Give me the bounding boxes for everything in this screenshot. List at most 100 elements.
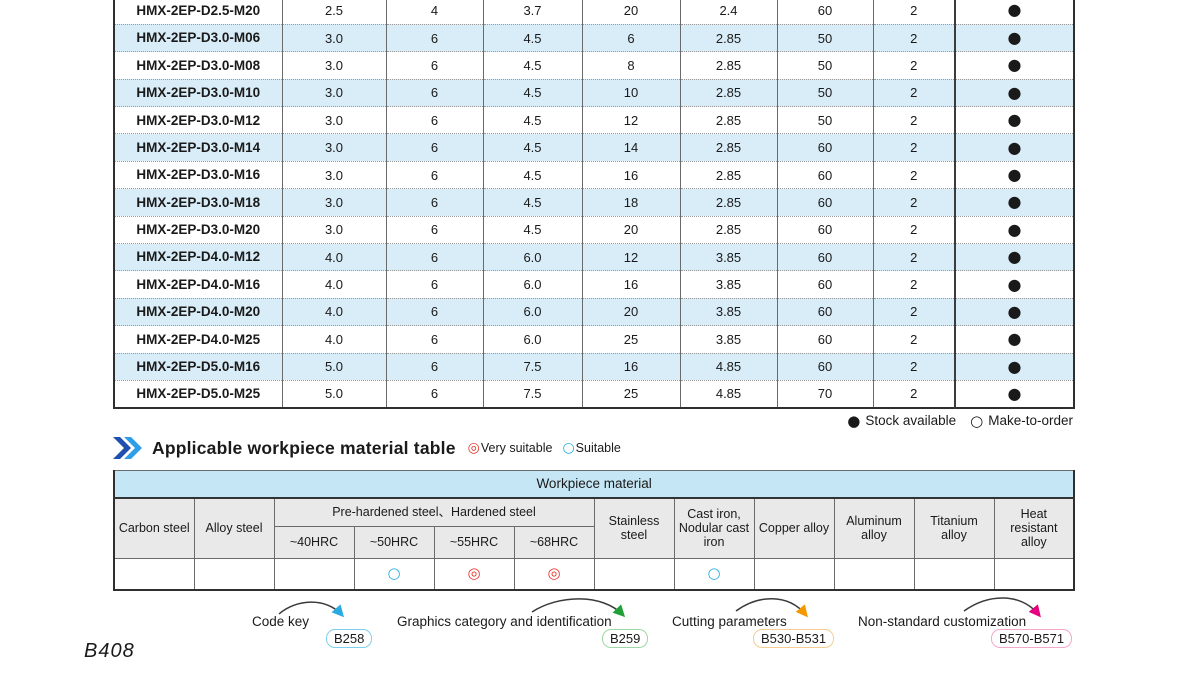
stock-cell: ●	[955, 0, 1074, 24]
table-row: HMX-2EP-D3.0-M183.064.5182.85602●	[114, 189, 1074, 216]
ref-label-cutting-parameters: Cutting parameters	[672, 614, 787, 629]
value-cell: 60	[777, 134, 873, 161]
value-cell: 3.85	[680, 326, 777, 353]
value-cell: 3.0	[282, 161, 386, 188]
value-cell: 4.5	[483, 161, 582, 188]
stock-cell: ●	[955, 298, 1074, 325]
table-row: HMX-2EP-D3.0-M083.064.582.85502●	[114, 52, 1074, 79]
value-cell: 25	[582, 326, 680, 353]
value-cell: 2	[873, 79, 955, 106]
header-heat-resistant-alloy: Heat resistant alloy	[994, 498, 1074, 558]
header-alloy-steel: Alloy steel	[194, 498, 274, 558]
stock-cell: ●	[955, 24, 1074, 51]
value-cell: 6	[386, 24, 483, 51]
ref-label-graphics-category: Graphics category and identification	[397, 614, 612, 629]
workpiece-material-band: Workpiece material	[114, 471, 1074, 499]
product-spec-table: HMX-2EP-D2.5-M202.543.7202.4602● HMX-2EP…	[113, 0, 1073, 409]
header-cast-iron: Cast iron, Nodular cast iron	[674, 498, 754, 558]
curved-arrow-icon	[732, 595, 820, 627]
value-cell: 5.0	[282, 353, 386, 380]
value-cell: 3.0	[282, 79, 386, 106]
value-cell: 60	[777, 271, 873, 298]
model-cell: HMX-2EP-D4.0-M12	[114, 244, 282, 271]
value-cell: 2.85	[680, 52, 777, 79]
value-cell: 3.85	[680, 298, 777, 325]
table-row: HMX-2EP-D3.0-M103.064.5102.85502●	[114, 79, 1074, 106]
curved-arrow-icon	[960, 594, 1052, 626]
table-row: HMX-2EP-D3.0-M143.064.5142.85602●	[114, 134, 1074, 161]
value-cell: 4.0	[282, 271, 386, 298]
model-cell: HMX-2EP-D2.5-M20	[114, 0, 282, 24]
rating-cell: ◎	[434, 558, 514, 590]
stock-cell: ●	[955, 353, 1074, 380]
model-cell: HMX-2EP-D3.0-M10	[114, 79, 282, 106]
value-cell: 20	[582, 0, 680, 24]
table-row: HMX-2EP-D3.0-M163.064.5162.85602●	[114, 161, 1074, 188]
value-cell: 14	[582, 134, 680, 161]
value-cell: 3.0	[282, 52, 386, 79]
value-cell: 12	[582, 244, 680, 271]
model-cell: HMX-2EP-D4.0-M16	[114, 271, 282, 298]
value-cell: 3.0	[282, 107, 386, 134]
model-cell: HMX-2EP-D3.0-M14	[114, 134, 282, 161]
very-suitable-label: Very suitable	[481, 441, 553, 455]
value-cell: 8	[582, 52, 680, 79]
ref-label-non-standard: Non-standard customization	[858, 614, 1026, 629]
model-cell: HMX-2EP-D3.0-M12	[114, 107, 282, 134]
model-cell: HMX-2EP-D3.0-M16	[114, 161, 282, 188]
value-cell: 12	[582, 107, 680, 134]
rating-cell: ○	[354, 558, 434, 590]
value-cell: 16	[582, 161, 680, 188]
rating-cell: ◎	[514, 558, 594, 590]
curved-arrow-icon	[528, 595, 636, 627]
value-cell: 3.0	[282, 24, 386, 51]
rating-cell	[194, 558, 274, 590]
value-cell: 6	[386, 216, 483, 243]
stock-available-icon: ●	[847, 412, 860, 430]
table-row: HMX-2EP-D2.5-M202.543.7202.4602●	[114, 0, 1074, 24]
stock-cell: ●	[955, 216, 1074, 243]
value-cell: 60	[777, 353, 873, 380]
model-cell: HMX-2EP-D5.0-M16	[114, 353, 282, 380]
value-cell: 4.85	[680, 380, 777, 407]
value-cell: 3.0	[282, 216, 386, 243]
model-cell: HMX-2EP-D4.0-M25	[114, 326, 282, 353]
value-cell: 2	[873, 52, 955, 79]
header-titanium-alloy: Titanium alloy	[914, 498, 994, 558]
table-row: HMX-2EP-D5.0-M165.067.5164.85602●	[114, 353, 1074, 380]
double-chevron-icon	[113, 437, 143, 459]
table-row: HMX-2EP-D5.0-M255.067.5254.85702●	[114, 380, 1074, 407]
value-cell: 2.85	[680, 189, 777, 216]
table-row: HMX-2EP-D3.0-M063.064.562.85502●	[114, 24, 1074, 51]
value-cell: 6.0	[483, 326, 582, 353]
stock-cell: ●	[955, 79, 1074, 106]
value-cell: 16	[582, 353, 680, 380]
value-cell: 2	[873, 24, 955, 51]
rating-cell: ○	[674, 558, 754, 590]
value-cell: 2.85	[680, 134, 777, 161]
value-cell: 2.85	[680, 107, 777, 134]
header-hrc68: ~68HRC	[514, 526, 594, 558]
value-cell: 60	[777, 326, 873, 353]
value-cell: 2	[873, 380, 955, 407]
suitable-icon: ○	[562, 440, 574, 456]
workpiece-material-table: Workpiece material Carbon steel Alloy st…	[113, 470, 1073, 591]
table-row: HMX-2EP-D3.0-M123.064.5122.85502●	[114, 107, 1074, 134]
value-cell: 2	[873, 161, 955, 188]
value-cell: 2	[873, 0, 955, 24]
table-row: Workpiece material	[114, 471, 1074, 499]
table-row: HMX-2EP-D4.0-M204.066.0203.85602●	[114, 298, 1074, 325]
value-cell: 70	[777, 380, 873, 407]
rating-cell	[594, 558, 674, 590]
value-cell: 6	[386, 161, 483, 188]
value-cell: 50	[777, 24, 873, 51]
value-cell: 10	[582, 79, 680, 106]
header-carbon-steel: Carbon steel	[114, 498, 194, 558]
table-row: ○ ◎ ◎ ○	[114, 558, 1074, 590]
curved-arrow-icon	[276, 597, 360, 627]
header-prehardened: Pre-hardened steel、Hardened steel	[274, 498, 594, 526]
value-cell: 2.4	[680, 0, 777, 24]
value-cell: 4.5	[483, 24, 582, 51]
value-cell: 60	[777, 0, 873, 24]
stock-cell: ●	[955, 52, 1074, 79]
